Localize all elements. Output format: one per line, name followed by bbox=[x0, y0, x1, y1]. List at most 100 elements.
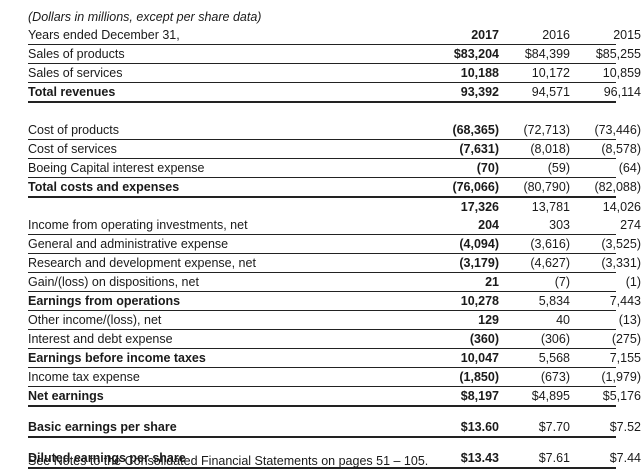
value-2015: (73,446) bbox=[594, 123, 641, 137]
value-2016: 5,568 bbox=[538, 351, 570, 365]
year-2016-header: 2016 bbox=[542, 28, 570, 42]
row-label: Gain/(loss) on dispositions, net bbox=[28, 275, 199, 289]
row-gain-loss: Gain/(loss) on dispositions, net 21 (7) … bbox=[28, 273, 641, 292]
value-2015: (13) bbox=[618, 313, 641, 327]
value-2015: (3,331) bbox=[601, 256, 641, 270]
row-sales-products: Sales of products $83,204 $84,399 $85,25… bbox=[28, 45, 641, 64]
value-2016: (4,627) bbox=[530, 256, 570, 270]
value-2016: (673) bbox=[540, 370, 570, 384]
value-2015: 7,155 bbox=[609, 351, 641, 365]
value-2016: 40 bbox=[556, 313, 570, 327]
value-2015: (1) bbox=[625, 275, 641, 289]
value-2017: 10,047 bbox=[460, 351, 499, 365]
value-2017: 129 bbox=[478, 313, 499, 327]
value-2017: 10,188 bbox=[460, 66, 499, 80]
year-2017-header: 2017 bbox=[471, 28, 499, 42]
row-other-income: Other income/(loss), net 129 40 (13) bbox=[28, 311, 641, 330]
header-label: Years ended December 31, bbox=[28, 28, 180, 42]
value-2016: (59) bbox=[547, 161, 570, 175]
row-income-tax: Income tax expense (1,850) (673) (1,979) bbox=[28, 368, 641, 387]
footnote: See Notes to the Consolidated Financial … bbox=[28, 454, 429, 468]
row-earnings-ops: Earnings from operations 10,278 5,834 7,… bbox=[28, 292, 641, 311]
value-2015: 10,859 bbox=[602, 66, 641, 80]
row-label: Sales of services bbox=[28, 66, 123, 80]
value-2016: 10,172 bbox=[531, 66, 570, 80]
value-2017: $13.60 bbox=[460, 420, 499, 434]
value-2016: (80,790) bbox=[523, 180, 570, 194]
value-2017: $13.43 bbox=[460, 451, 499, 465]
value-2016: (306) bbox=[540, 332, 570, 346]
value-2017: 93,392 bbox=[460, 85, 499, 99]
value-2015: 14,026 bbox=[602, 200, 641, 214]
value-2015: $7.52 bbox=[609, 420, 641, 434]
value-2016: (7) bbox=[554, 275, 570, 289]
value-2016: (8,018) bbox=[530, 142, 570, 156]
income-statement: (Dollars in millions, except per share d… bbox=[28, 8, 641, 469]
row-label: Earnings from operations bbox=[28, 294, 181, 308]
row-label: Total costs and expenses bbox=[28, 180, 180, 194]
row-interest-debt: Interest and debt expense (360) (306) (2… bbox=[28, 330, 641, 349]
row-sales-services: Sales of services 10,188 10,172 10,859 bbox=[28, 64, 641, 83]
value-2017: (68,365) bbox=[452, 123, 499, 137]
value-2016: 303 bbox=[549, 218, 570, 232]
value-2016: 94,571 bbox=[531, 85, 570, 99]
spacer bbox=[28, 103, 616, 121]
value-2016: $7.70 bbox=[538, 420, 570, 434]
value-2016: $84,399 bbox=[524, 47, 570, 61]
value-2017: $8,197 bbox=[460, 389, 499, 403]
value-2015: (64) bbox=[618, 161, 641, 175]
value-2017: 10,278 bbox=[460, 294, 499, 308]
value-2016: (3,616) bbox=[530, 237, 570, 251]
value-2017: (360) bbox=[469, 332, 499, 346]
value-2015: (82,088) bbox=[594, 180, 641, 194]
value-2015: $7.44 bbox=[609, 451, 641, 465]
value-2016: $7.61 bbox=[538, 451, 570, 465]
value-2015: (275) bbox=[611, 332, 641, 346]
row-label: Earnings before income taxes bbox=[28, 351, 206, 365]
row-total-costs: Total costs and expenses (76,066) (80,79… bbox=[28, 178, 641, 198]
value-2017: $83,204 bbox=[453, 47, 499, 61]
row-basic-eps: Basic earnings per share $13.60 $7.70 $7… bbox=[28, 418, 641, 438]
value-2015: $85,255 bbox=[595, 47, 641, 61]
value-2017: (1,850) bbox=[459, 370, 499, 384]
value-2016: 13,781 bbox=[531, 200, 570, 214]
caption-row: (Dollars in millions, except per share d… bbox=[28, 8, 616, 26]
row-label: Interest and debt expense bbox=[28, 332, 173, 346]
spacer bbox=[28, 438, 616, 449]
row-label: Basic earnings per share bbox=[28, 420, 177, 434]
row-label: Net earnings bbox=[28, 389, 104, 403]
value-2017: 204 bbox=[478, 218, 499, 232]
row-g-and-a: General and administrative expense (4,09… bbox=[28, 235, 641, 254]
value-2017: 21 bbox=[485, 275, 499, 289]
value-2017: (76,066) bbox=[452, 180, 499, 194]
value-2017: (4,094) bbox=[459, 237, 499, 251]
row-label: Sales of products bbox=[28, 47, 125, 61]
table-caption: (Dollars in millions, except per share d… bbox=[28, 10, 262, 24]
year-2015-header: 2015 bbox=[613, 28, 641, 42]
row-op-investments: Income from operating investments, net 2… bbox=[28, 216, 641, 235]
row-label: Boeing Capital interest expense bbox=[28, 161, 205, 175]
row-cost-products: Cost of products (68,365) (72,713) (73,4… bbox=[28, 121, 641, 140]
value-2016: $4,895 bbox=[531, 389, 570, 403]
row-net-earnings: Net earnings $8,197 $4,895 $5,176 bbox=[28, 387, 641, 407]
value-2016: (72,713) bbox=[523, 123, 570, 137]
spacer bbox=[28, 407, 616, 418]
value-2015: $5,176 bbox=[602, 389, 641, 403]
row-total-revenues: Total revenues 93,392 94,571 96,114 bbox=[28, 83, 641, 103]
value-2015: 96,114 bbox=[603, 85, 641, 99]
value-2016: 5,834 bbox=[538, 294, 570, 308]
row-ebt: Earnings before income taxes 10,047 5,56… bbox=[28, 349, 641, 368]
value-2015: (8,578) bbox=[601, 142, 641, 156]
row-cost-services: Cost of services (7,631) (8,018) (8,578) bbox=[28, 140, 641, 159]
row-diluted-eps: Diluted earnings per share $13.43 $7.61 … bbox=[28, 449, 641, 469]
value-2015: (1,979) bbox=[601, 370, 641, 384]
header-row: Years ended December 31, 2017 2016 2015 bbox=[28, 26, 641, 45]
value-2017: (7,631) bbox=[459, 142, 499, 156]
value-2015: 7,443 bbox=[609, 294, 641, 308]
row-label: Research and development expense, net bbox=[28, 256, 256, 270]
row-label: Total revenues bbox=[28, 85, 116, 99]
row-label: Cost of services bbox=[28, 142, 117, 156]
value-2015: (3,525) bbox=[601, 237, 641, 251]
row-label: Diluted earnings per share bbox=[28, 451, 186, 465]
value-2017: (3,179) bbox=[459, 256, 499, 270]
